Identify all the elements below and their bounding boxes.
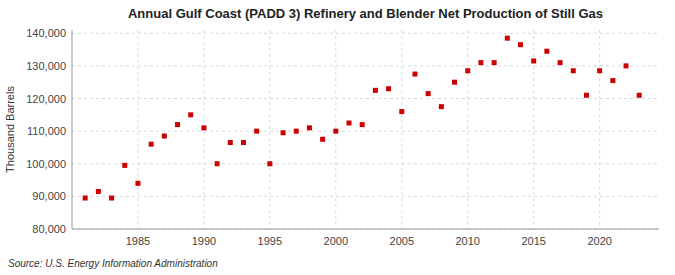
point — [281, 130, 286, 135]
point — [492, 60, 497, 65]
x-grid-line — [269, 30, 270, 229]
point — [624, 63, 629, 68]
chart: Annual Gulf Coast (PADD 3) Refinery and … — [0, 0, 675, 275]
y-grid-line — [72, 98, 659, 99]
point — [96, 189, 101, 194]
y-grid-line — [72, 131, 659, 132]
x-tick-label: 1985 — [126, 235, 150, 247]
point — [83, 196, 88, 201]
x-grid-line — [599, 30, 600, 229]
point — [267, 161, 272, 166]
point — [122, 163, 127, 168]
point — [320, 137, 325, 142]
point — [149, 142, 154, 147]
x-tick-label: 2000 — [324, 235, 348, 247]
point — [399, 109, 404, 114]
point — [175, 122, 180, 127]
y-tick-label: 100,000 — [26, 158, 66, 170]
y-axis-label: Thousand Barrels — [4, 86, 16, 173]
point — [531, 58, 536, 63]
point — [228, 140, 233, 145]
x-grid-line — [401, 30, 402, 229]
point — [201, 125, 206, 130]
point — [386, 86, 391, 91]
title: Annual Gulf Coast (PADD 3) Refinery and … — [128, 6, 603, 21]
point — [637, 93, 642, 98]
point — [478, 60, 483, 65]
x-tick-label: 2020 — [587, 235, 611, 247]
point — [373, 88, 378, 93]
point — [571, 68, 576, 73]
points — [83, 36, 642, 201]
point — [162, 134, 167, 139]
y-grid-line — [72, 229, 659, 230]
x-tick-label: 1990 — [192, 235, 216, 247]
point — [294, 129, 299, 134]
y-grid-line — [72, 65, 659, 66]
point — [360, 122, 365, 127]
x-grid-line — [467, 30, 468, 229]
point — [333, 129, 338, 134]
point — [135, 181, 140, 186]
point — [241, 140, 246, 145]
point — [412, 72, 417, 77]
x-axis-line — [72, 229, 659, 230]
y-axis-line — [72, 30, 73, 229]
point — [465, 68, 470, 73]
y-tick-label: 140,000 — [26, 27, 66, 39]
y-tick-label: 110,000 — [27, 125, 66, 137]
x-grid-line — [137, 30, 138, 229]
point — [188, 112, 193, 117]
point — [426, 91, 431, 96]
point — [109, 196, 114, 201]
point — [505, 36, 510, 41]
point — [307, 125, 312, 130]
x-tick-label: 2015 — [521, 235, 545, 247]
point — [584, 93, 589, 98]
x-tick-label: 1995 — [258, 235, 282, 247]
y-tick-label: 90,000 — [32, 190, 66, 202]
point — [544, 49, 549, 54]
y-grid-line — [72, 196, 659, 197]
grid — [72, 30, 659, 229]
y-grid-line — [72, 163, 659, 164]
x-tick-label: 2005 — [390, 235, 414, 247]
point — [439, 104, 444, 109]
y-tick-label: 130,000 — [26, 60, 66, 72]
y-tick-label: 120,000 — [26, 93, 66, 105]
y-tick-label: 80,000 — [32, 223, 66, 235]
point — [254, 129, 259, 134]
point — [558, 60, 563, 65]
point — [347, 120, 352, 125]
point — [215, 161, 220, 166]
point — [518, 42, 523, 47]
source: Source: U.S. Energy Information Administ… — [8, 258, 218, 269]
x-tick-label: 2010 — [455, 235, 479, 247]
point — [610, 78, 615, 83]
point — [597, 68, 602, 73]
y-grid-line — [72, 33, 659, 34]
point — [452, 80, 457, 85]
